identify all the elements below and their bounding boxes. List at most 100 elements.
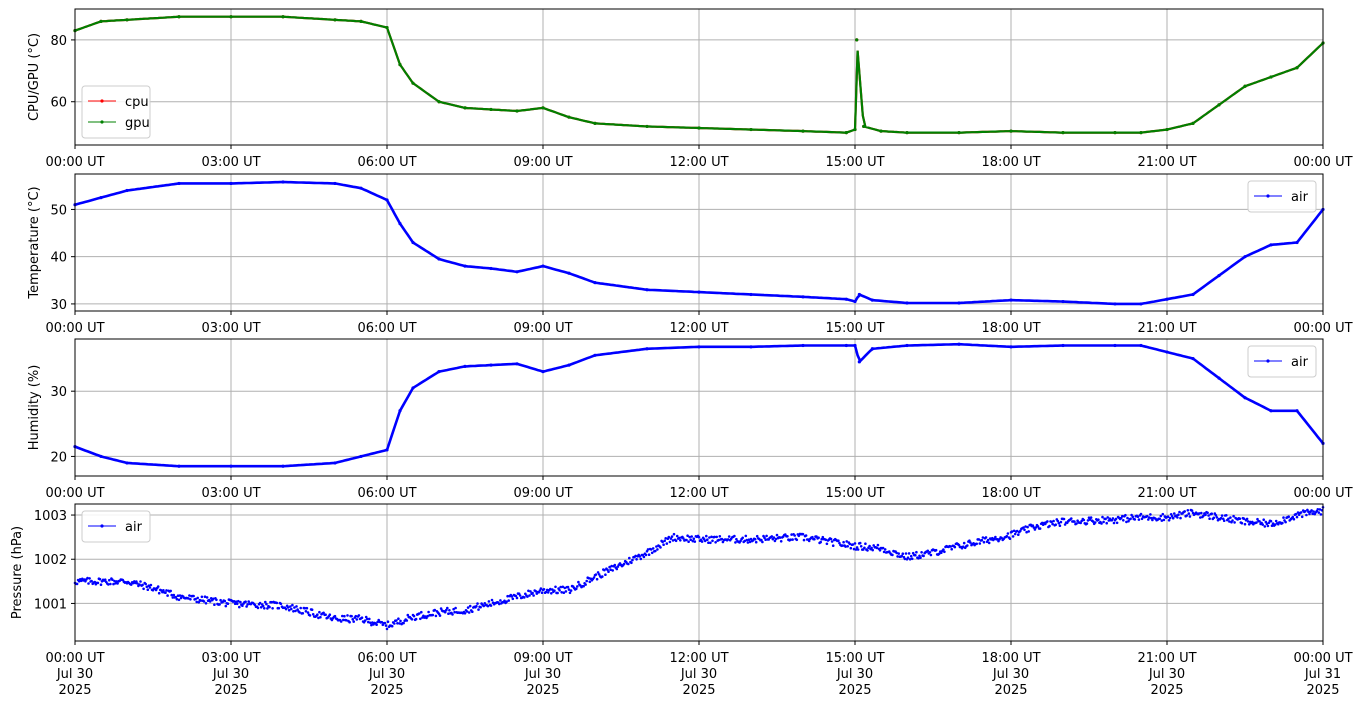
data-point (528, 594, 531, 597)
data-point (610, 564, 613, 568)
panel-3: 20 30 00:00 UT 03:00 UT 06:00 UT 09:00 UT 12:0… (27, 338, 1353, 501)
data-point (1075, 522, 1078, 525)
data-point (498, 602, 501, 606)
data-point (431, 613, 435, 617)
data-point (577, 580, 580, 584)
data-point (96, 581, 100, 585)
data-point (79, 579, 83, 583)
data-point (1291, 515, 1295, 519)
data-point (115, 580, 118, 583)
data-point (365, 617, 369, 621)
data-point (1151, 518, 1154, 522)
data-point (489, 266, 493, 271)
data-point (824, 538, 828, 542)
data-point (670, 535, 674, 538)
x-tick-label: 15:00 UT (825, 321, 884, 336)
data-point (463, 612, 467, 615)
data-point (108, 578, 111, 582)
data-point (1137, 518, 1141, 521)
data-point (595, 577, 599, 581)
data-point (845, 540, 848, 543)
data-point (360, 616, 364, 619)
data-point (503, 599, 506, 603)
data-point (177, 15, 181, 19)
data-point (804, 534, 808, 537)
data-point (697, 126, 701, 130)
data-point (558, 589, 561, 592)
data-point (419, 617, 422, 621)
data-point (195, 600, 198, 604)
data-point (200, 595, 204, 599)
data-point (883, 548, 887, 551)
data-point (642, 555, 646, 559)
data-point (1173, 512, 1176, 515)
data-point (376, 620, 379, 624)
x-tick-label: 18:00 UT (981, 486, 1040, 501)
data-point (553, 589, 556, 592)
data-point (350, 614, 353, 618)
data-point (1191, 121, 1195, 125)
x-tick-date-label: Jul 30 (680, 667, 717, 682)
data-point (146, 588, 150, 591)
data-point (1036, 525, 1040, 528)
data-point (390, 624, 394, 628)
data-point (855, 546, 859, 549)
data-point (646, 548, 650, 551)
y-tick-label: 1003 (34, 509, 67, 524)
data-point (487, 600, 491, 603)
data-point (113, 579, 116, 583)
data-point (896, 555, 899, 558)
data-point (1229, 516, 1232, 519)
legend: cpu gpu (81, 85, 151, 139)
data-point (188, 594, 191, 597)
data-point (721, 540, 725, 544)
data-point (691, 539, 695, 543)
data-point (511, 597, 515, 601)
data-point (402, 621, 405, 625)
data-point (1136, 515, 1140, 518)
data-point (187, 597, 190, 600)
data-point (1222, 519, 1226, 522)
data-point (534, 589, 537, 593)
data-point (333, 181, 337, 186)
data-point (437, 100, 441, 104)
data-point (551, 588, 554, 591)
data-point (882, 550, 886, 554)
data-point (218, 603, 221, 606)
x-tick-date-label: Jul 30 (212, 667, 249, 682)
data-point (697, 290, 701, 294)
x-tick-label: 09:00 UT (513, 651, 572, 666)
data-point (299, 606, 303, 610)
data-point (907, 552, 911, 555)
data-point (439, 607, 443, 610)
data-point (541, 370, 545, 374)
data-point (351, 618, 355, 621)
data-point (226, 602, 230, 605)
data-point (607, 570, 610, 573)
data-point (229, 464, 233, 468)
data-point (1282, 516, 1285, 519)
data-point (352, 620, 356, 623)
data-point (668, 540, 672, 544)
y-tick-label: 80 (50, 34, 67, 49)
data-point (905, 301, 909, 305)
data-point (1217, 103, 1221, 107)
data-point (1178, 510, 1181, 514)
data-point (99, 454, 103, 459)
data-point (1009, 345, 1013, 349)
data-point (1299, 511, 1303, 514)
data-point (720, 537, 724, 541)
x-tick-date-label: Jul 30 (368, 667, 405, 682)
data-point (1217, 376, 1221, 380)
y-tick-label: 50 (50, 203, 67, 218)
data-point (1168, 516, 1172, 520)
data-point (747, 538, 751, 541)
data-point (1238, 517, 1242, 520)
data-point (237, 599, 240, 603)
data-point (858, 541, 862, 545)
series-air (73, 342, 1325, 468)
data-point (870, 347, 874, 351)
data-point (801, 295, 805, 299)
legend: air (1247, 180, 1317, 213)
